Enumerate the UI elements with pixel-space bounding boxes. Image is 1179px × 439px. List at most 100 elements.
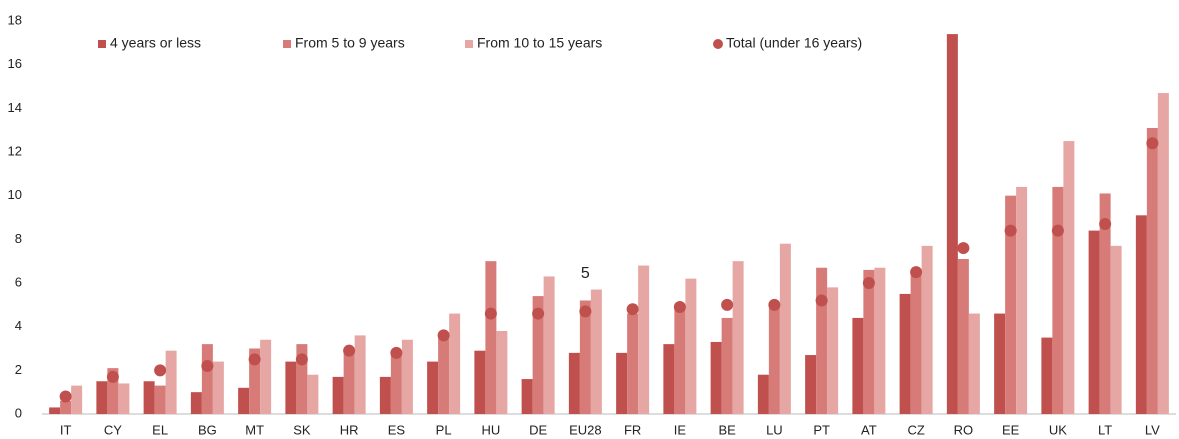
x-tick-label: ES: [388, 422, 406, 437]
bar: [899, 293, 911, 414]
x-tick-label: DE: [529, 422, 547, 437]
legend-marker: [713, 39, 723, 49]
y-tick-label: 16: [8, 56, 22, 71]
y-tick-label: 8: [15, 231, 22, 246]
x-tick-label: RO: [954, 422, 974, 437]
bar: [732, 261, 744, 414]
bar: [946, 34, 958, 414]
bar: [238, 387, 250, 414]
legend-label: 4 years or less: [110, 35, 201, 51]
bar: [60, 400, 72, 414]
point: [532, 307, 545, 320]
bar: [874, 267, 886, 414]
bar: [332, 376, 344, 414]
point: [910, 266, 923, 279]
bar: [438, 335, 450, 414]
y-tick-label: 12: [8, 143, 22, 158]
point: [579, 305, 592, 318]
x-tick-label: EL: [152, 422, 168, 437]
x-tick-label: LT: [1098, 422, 1112, 437]
bar: [805, 355, 817, 414]
x-tick-label: LV: [1145, 422, 1160, 437]
point: [59, 390, 72, 403]
bar: [379, 376, 391, 414]
y-tick-label: 6: [15, 274, 22, 289]
bar: [921, 245, 933, 414]
bar: [994, 313, 1006, 414]
x-tick-label: CZ: [907, 422, 924, 437]
bar: [779, 243, 791, 414]
point: [106, 370, 119, 383]
point: [295, 353, 308, 366]
x-tick-label: IT: [60, 422, 72, 437]
bar: [474, 350, 486, 414]
bar: [201, 344, 213, 414]
bar: [616, 352, 628, 414]
bar: [568, 352, 580, 414]
bar: [1088, 230, 1100, 414]
x-tick-label: IE: [674, 422, 687, 437]
point: [1004, 224, 1017, 237]
legend-label: From 5 to 9 years: [295, 35, 405, 51]
y-tick-label: 14: [8, 100, 22, 115]
bar: [496, 331, 508, 414]
legend-marker: [465, 40, 473, 48]
y-tick-label: 0: [15, 405, 22, 420]
x-tick-label: AT: [861, 422, 877, 437]
bar: [521, 379, 533, 414]
bar: [579, 300, 591, 414]
bar: [190, 392, 202, 414]
bar: [1005, 195, 1017, 414]
bar: [685, 278, 697, 414]
bar: [165, 350, 177, 414]
bar: [285, 361, 297, 414]
bar: [390, 352, 402, 414]
bar: [307, 374, 319, 414]
bar: [249, 348, 261, 414]
point: [201, 359, 214, 372]
bar: [154, 385, 166, 414]
x-tick-label: UK: [1049, 422, 1067, 437]
x-tick-label: PT: [813, 422, 830, 437]
y-tick-label: 2: [15, 362, 22, 377]
point: [437, 329, 450, 342]
x-tick-label: BG: [198, 422, 217, 437]
point: [343, 344, 356, 357]
x-tick-label: SK: [293, 422, 311, 437]
bar: [710, 341, 722, 414]
bar: [296, 344, 308, 414]
point: [957, 242, 970, 255]
bar: [260, 339, 272, 414]
bar: [212, 361, 224, 414]
x-tick-label: PL: [436, 422, 452, 437]
bar: [957, 258, 969, 414]
x-tick-label: HR: [340, 422, 359, 437]
point: [1146, 137, 1159, 150]
bar: [449, 313, 461, 414]
bar: [1041, 337, 1053, 414]
bar: [768, 304, 780, 414]
point: [862, 277, 875, 289]
bar: [721, 317, 733, 414]
legend-label: From 10 to 15 years: [477, 35, 602, 51]
bar: [863, 269, 875, 414]
bar: [1146, 127, 1158, 414]
bar: [71, 385, 83, 414]
bar: [968, 313, 980, 414]
point: [1099, 218, 1112, 231]
point: [154, 364, 167, 377]
data-label: 5: [581, 265, 590, 282]
bar: [532, 296, 544, 414]
bar: [827, 287, 839, 414]
y-tick-label: 10: [8, 187, 22, 202]
bar: [816, 267, 828, 414]
bar: [354, 335, 366, 414]
x-tick-label: MT: [245, 422, 264, 437]
bar: [96, 381, 108, 414]
bar: [107, 368, 119, 414]
x-tick-label: EU28: [569, 422, 602, 437]
bar: [1063, 141, 1075, 415]
bar: [674, 307, 686, 414]
bar: [1099, 193, 1111, 414]
